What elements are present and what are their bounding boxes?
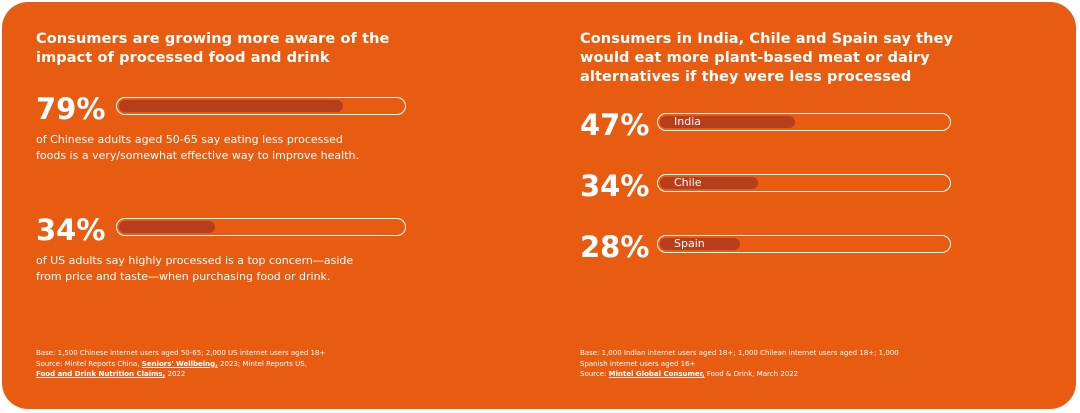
right-footnote: Base: 1,000 Indian internet users aged 1…: [580, 348, 910, 380]
left-title: Consumers are growing more aware of the …: [36, 31, 390, 66]
stat-value-label: 79%: [36, 92, 106, 126]
footnote-source: Source: Mintel Global Consumer, Food & D…: [580, 369, 910, 380]
source-suffix: 2022: [165, 370, 186, 378]
source-link-nutrition-claims[interactable]: Food and Drink Nutrition Claims,: [36, 370, 166, 378]
bar-track: [116, 218, 406, 236]
left-footnote: Base: 1,500 Chinese internet users aged …: [36, 348, 476, 380]
bar-track: [116, 97, 406, 115]
bar-label-india: India: [674, 115, 701, 128]
stat-chile: 34% Chile: [580, 171, 1050, 205]
source-suffix: Food & Drink, March 2022: [704, 370, 799, 378]
footnote-base: Base: 1,500 Chinese internet users aged …: [36, 349, 326, 357]
stat-value-label: 34%: [580, 169, 650, 203]
bar-fill: [660, 238, 740, 250]
source-mid: 2023; Mintel Reports US,: [217, 359, 307, 368]
source-prefix: Source:: [580, 370, 609, 378]
bar-track: Chile: [657, 174, 951, 192]
bar-track: India: [657, 113, 951, 131]
stat-china: 79% of Chinese adults aged 50-65 say eat…: [36, 94, 506, 184]
bar-fill: [119, 221, 215, 233]
source-link-mintel-global-consumer[interactable]: Mintel Global Consumer,: [608, 370, 705, 378]
infographic-card: Consumers are growing more aware of the …: [2, 2, 1076, 409]
stat-spain: 28% Spain: [580, 232, 1050, 266]
left-panel: Consumers are growing more aware of the …: [36, 2, 506, 409]
footnote-base: Base: 1,000 Indian internet users aged 1…: [580, 349, 899, 368]
right-panel: Consumers in India, Chile and Spain say …: [580, 2, 1050, 409]
stat-value-label: 28%: [580, 230, 650, 264]
stat-description: of Chinese adults aged 50-65 say eating …: [36, 133, 359, 162]
bar-track: Spain: [657, 235, 951, 253]
stat-value-label: 47%: [580, 108, 650, 142]
bar-label-spain: Spain: [674, 237, 705, 250]
right-title: Consumers in India, Chile and Spain say …: [580, 31, 954, 85]
stat-us: 34% of US adults say highly processed is…: [36, 215, 506, 295]
source-link-seniors-wellbeing[interactable]: Seniors' Wellbeing,: [141, 359, 218, 368]
bar-fill: [119, 100, 343, 112]
bar-fill: [660, 116, 795, 128]
stat-description: of US adults say highly processed is a t…: [36, 254, 354, 283]
footnote-source-line2: Food and Drink Nutrition Claims, 2022: [36, 369, 476, 380]
footnote-source: Source: Mintel Reports China, Seniors' W…: [36, 359, 476, 370]
stat-value-label: 34%: [36, 213, 106, 247]
source-prefix: Source: Mintel Reports China,: [36, 359, 142, 368]
stat-india: 47% India: [580, 110, 1050, 144]
bar-fill: [660, 177, 758, 189]
bar-label-chile: Chile: [674, 176, 702, 189]
